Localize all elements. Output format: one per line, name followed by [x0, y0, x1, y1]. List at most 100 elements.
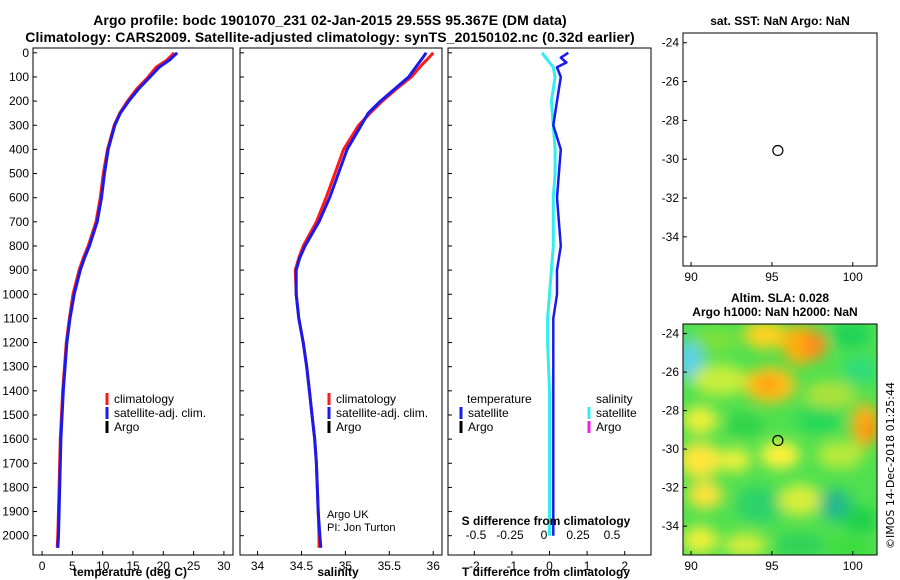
map-lat-label: -30 — [662, 152, 680, 166]
temperature-xlabel: temperature (deg C) — [73, 565, 187, 579]
legend-label-t-satellite: satellite — [468, 406, 509, 420]
depth-tick-label: 700 — [9, 215, 29, 229]
depth-tick-label: 900 — [9, 263, 29, 277]
legend-label-climatology: climatology — [336, 392, 396, 406]
argo-location-marker — [772, 144, 784, 157]
depth-tick-label: 1700 — [2, 456, 29, 470]
depth-tick-label: 400 — [9, 142, 29, 156]
salinity-axes — [239, 47, 443, 556]
depth-tick-label: 1400 — [2, 384, 29, 398]
legend-label-s-argo: Argo — [596, 420, 622, 434]
satellite-adj-line — [294, 51, 428, 548]
map-lon-label: 95 — [765, 559, 779, 573]
difference-legend: temperature satellite Argo salinity sate… — [459, 392, 637, 434]
title-line-2: Climatology: CARS2009. Satellite-adjuste… — [25, 29, 635, 45]
depth-tick-label: 1800 — [2, 480, 29, 494]
temperature-legend: climatology satellite-adj. clim. Argo — [105, 392, 206, 434]
salinity-xlabel: salinity — [317, 565, 359, 579]
x-tick-label: 20 — [157, 559, 171, 573]
series-layer — [55, 51, 784, 548]
map-lat-label: -32 — [662, 481, 680, 495]
depth-tick-label: 1200 — [2, 336, 29, 350]
x-tick-label: -2 — [469, 559, 480, 573]
x-tick-label: 34 — [251, 559, 265, 573]
s-diff-tick-label: -0.5 — [466, 528, 487, 542]
map-lon-label: 100 — [843, 270, 863, 284]
x-tick-label: 35 — [339, 559, 353, 573]
x-tick-label: 0 — [546, 559, 553, 573]
map-lon-label: 90 — [684, 270, 698, 284]
s-diff-tick-label: 0.25 — [566, 528, 590, 542]
sst-map-axes — [682, 32, 878, 267]
legend-label-satellite: satellite-adj. clim. — [114, 406, 206, 420]
argo-location-marker — [772, 434, 784, 447]
map-lat-label: -24 — [662, 36, 680, 50]
map-lat-label: -24 — [662, 327, 680, 341]
depth-tick-label: 1900 — [2, 505, 29, 519]
legend-label-s-satellite: satellite — [596, 406, 637, 420]
salinity-satellite-diff-line — [540, 51, 557, 536]
depth-tick-label: 600 — [9, 191, 29, 205]
map-lat-label: -34 — [662, 519, 680, 533]
map-lat-label: -28 — [662, 404, 680, 418]
tick-layer: 0100200300400500600700800900100011001200… — [2, 36, 863, 573]
legend-label-argo: Argo — [336, 420, 362, 434]
legend-label-climatology: climatology — [114, 392, 174, 406]
temperature-axes — [32, 47, 234, 556]
x-tick-label: 2 — [621, 559, 628, 573]
s-diff-xlabel: S difference from climatology — [462, 514, 631, 528]
x-tick-label: 35.5 — [378, 559, 402, 573]
x-tick-label: 34.5 — [290, 559, 314, 573]
map-lat-label: -30 — [662, 442, 680, 456]
map-lat-label: -26 — [662, 365, 680, 379]
depth-tick-label: 500 — [9, 167, 29, 181]
x-tick-label: 10 — [96, 559, 110, 573]
x-tick-label: 0 — [39, 559, 46, 573]
x-tick-label: -1 — [507, 559, 518, 573]
sla-map-subtitle: Argo h1000: NaN h2000: NaN — [692, 305, 857, 319]
x-tick-label: 36 — [427, 559, 441, 573]
credit-line-1: Argo UK — [327, 509, 369, 521]
depth-tick-label: 1300 — [2, 360, 29, 374]
map-lon-label: 100 — [843, 559, 863, 573]
depth-tick-label: 300 — [9, 118, 29, 132]
x-tick-label: 1 — [584, 559, 591, 573]
legend-label-t-argo: Argo — [468, 420, 494, 434]
s-diff-tick-label: 0.5 — [604, 528, 621, 542]
x-tick-label: 30 — [217, 559, 231, 573]
map-lat-label: -34 — [662, 230, 680, 244]
map-lon-label: 90 — [684, 559, 698, 573]
imos-stamp: ©IMOS 14-Dec-2018 01:25:44 — [884, 382, 897, 549]
map-lat-label: -26 — [662, 75, 680, 89]
depth-tick-label: 1000 — [2, 287, 29, 301]
temperature-satellite-diff-line — [552, 51, 569, 536]
depth-tick-label: 2000 — [2, 529, 29, 543]
sla-map-title: Altim. SLA: 0.028 — [731, 291, 829, 305]
salinity-legend: climatology satellite-adj. clim. Argo — [327, 392, 428, 434]
map-lon-label: 95 — [765, 270, 779, 284]
x-tick-label: 25 — [187, 559, 201, 573]
sla-heatmap — [683, 324, 877, 555]
credit-line-2: PI: Jon Turton — [327, 522, 395, 534]
s-diff-tick-label: -0.25 — [496, 528, 524, 542]
depth-tick-label: 1100 — [3, 311, 29, 325]
depth-tick-label: 800 — [9, 239, 29, 253]
title-line-1: Argo profile: bodc 1901070_231 02-Jan-20… — [93, 12, 567, 28]
depth-tick-label: 1500 — [2, 408, 29, 422]
depth-tick-label: 200 — [9, 94, 29, 108]
legend-head-temperature: temperature — [467, 392, 532, 406]
map-lat-label: -32 — [662, 191, 680, 205]
depth-tick-label: 100 — [9, 70, 29, 84]
legend-label-argo: Argo — [114, 420, 140, 434]
depth-tick-label: 1600 — [2, 432, 29, 446]
s-diff-tick-label: 0 — [541, 528, 548, 542]
map-lat-label: -28 — [662, 113, 680, 127]
satellite-adj-line — [56, 51, 179, 548]
sla-map-axes — [682, 323, 878, 556]
sst-map-title: sat. SST: NaN Argo: NaN — [710, 14, 850, 28]
legend-label-satellite: satellite-adj. clim. — [336, 406, 428, 420]
x-tick-label: 15 — [126, 559, 140, 573]
legend-head-salinity: salinity — [596, 392, 633, 406]
x-tick-label: 5 — [69, 559, 76, 573]
